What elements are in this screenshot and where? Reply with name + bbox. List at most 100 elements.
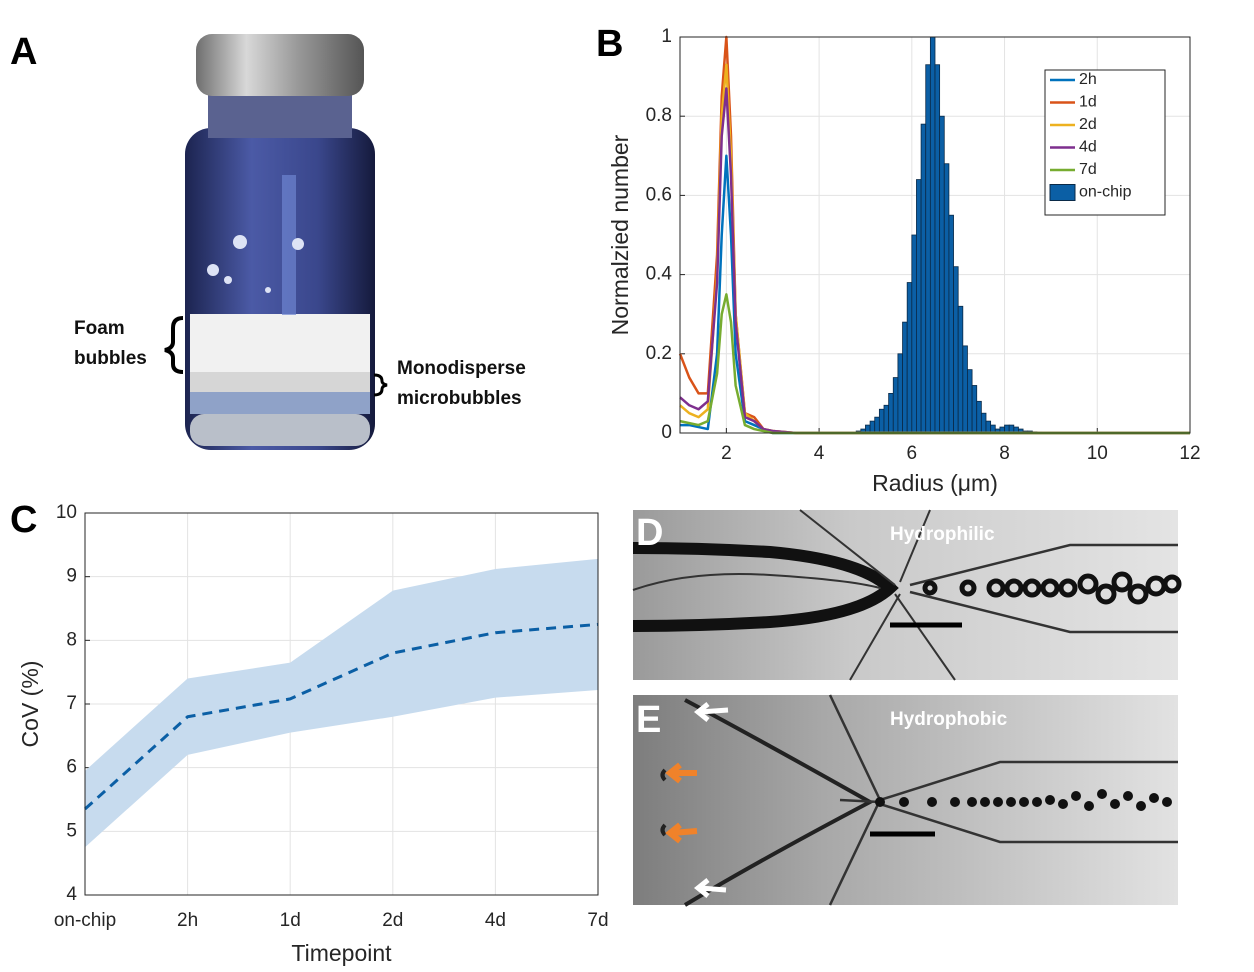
vial-cap (196, 34, 364, 96)
x-tick-label: 8 (999, 443, 1010, 464)
annotation: microbubbles (397, 388, 522, 409)
y-tick-label: 8 (66, 629, 77, 650)
y-tick-label: 10 (56, 502, 77, 523)
histogram-bar (902, 321, 908, 434)
axes-frame (84, 512, 599, 896)
channel-edge (879, 760, 1178, 844)
series-line (83, 622, 599, 811)
vial-photo (164, 34, 388, 450)
x-tick-label: 4 (814, 443, 825, 464)
histogram-bar (883, 404, 890, 434)
y-tick-label: 0.6 (646, 184, 672, 205)
chip-image-hydrophilic (632, 509, 1182, 681)
x-tick-label: 1d (280, 910, 301, 931)
legend-label: 2d (1079, 116, 1097, 133)
legend-swatch (1049, 184, 1076, 201)
panel-label: E (636, 699, 661, 741)
histogram-bar (916, 179, 922, 434)
annotation: Foam (74, 318, 125, 339)
nozzle (632, 542, 899, 632)
vial-neck (208, 88, 352, 138)
arrow (693, 702, 729, 722)
microbubble-brace (373, 373, 388, 397)
panel-label: B (596, 23, 623, 65)
chart: 4 5 6 7 8 9 10 on-chip 2h 1d 2d 4d 7d C Timepoint CoV (… (10, 499, 609, 966)
histogram-bar (948, 214, 954, 434)
arrow (665, 822, 698, 844)
y-axis-label: CoV (%) (17, 661, 43, 748)
microbubble-layer (190, 372, 370, 392)
panel-label: D (636, 512, 663, 554)
histogram-bar (869, 420, 876, 434)
histogram-bar (976, 400, 982, 434)
histogram-bar (878, 408, 885, 434)
y-tick-label: 4 (66, 884, 77, 905)
annotation: bubbles (74, 348, 147, 369)
y-tick-label: 5 (66, 820, 77, 841)
chip-image-hydrophobic (633, 694, 1178, 907)
histogram-bar (897, 353, 903, 434)
y-tick-label: 6 (66, 757, 77, 778)
legend-label: 7d (1079, 161, 1097, 178)
bubble (292, 238, 304, 250)
histogram-bar (906, 282, 913, 434)
chip-background (633, 510, 1178, 680)
channel-edge (660, 768, 667, 837)
channel-edge (799, 509, 956, 681)
x-tick-label: 2 (721, 443, 732, 464)
y-tick-label: 0 (661, 422, 672, 443)
bubble-train (922, 571, 1182, 605)
bubble (233, 235, 247, 249)
foam-brace (164, 316, 184, 374)
histogram-bar (925, 64, 931, 434)
y-tick-label: 9 (66, 566, 77, 587)
histogram-bar (888, 392, 894, 434)
histogram-bar (957, 305, 964, 434)
foam-layer (190, 314, 370, 372)
x-tick-label: 7d (587, 910, 608, 931)
y-tick-label: 1 (661, 26, 672, 47)
x-axis-label: Timepoint (291, 940, 392, 966)
channel-edge (909, 543, 1178, 634)
histogram-bar (943, 163, 950, 434)
y-tick-label: 0.4 (646, 264, 673, 285)
y-tick-label: 0.2 (646, 343, 672, 364)
glare (282, 175, 296, 315)
confidence-band (85, 558, 598, 848)
histogram-bar (953, 266, 959, 434)
x-tick-label: 10 (1087, 443, 1108, 464)
x-tick-label: 4d (485, 910, 506, 931)
panel-label: A (10, 31, 37, 73)
legend-label: 2h (1079, 71, 1097, 88)
legend-label: 4d (1079, 139, 1097, 156)
histogram-bar (929, 36, 936, 434)
y-tick-label: 7 (66, 693, 77, 714)
x-tick-label: 12 (1179, 443, 1200, 464)
x-axis-label: Radius (μm) (872, 470, 998, 496)
arrow (693, 878, 727, 898)
bubble (224, 276, 232, 284)
y-axis-label: Normalzied number (607, 134, 633, 335)
bubble-train (875, 789, 1172, 811)
x-tick-label: on-chip (54, 910, 116, 931)
panel-label: C (10, 499, 37, 541)
x-tick-label: 2d (382, 910, 403, 931)
histogram-bar (920, 123, 927, 434)
histogram-bar (874, 416, 880, 434)
bubble (207, 264, 219, 276)
histogram-bar (934, 64, 941, 434)
histogram-bar (962, 345, 968, 434)
histogram-bar (971, 385, 978, 434)
image-caption: Hydrophobic (890, 709, 1008, 730)
vial-bottom (190, 414, 370, 446)
histogram-bar (967, 369, 973, 434)
histogram-bar (911, 234, 917, 434)
y-tick-label: 0.8 (646, 105, 672, 126)
channel-edge (632, 573, 881, 591)
liquid-layer (190, 392, 370, 414)
x-tick-label: 2h (177, 910, 198, 931)
histogram-bar (892, 377, 899, 434)
histogram-bar (980, 412, 987, 434)
